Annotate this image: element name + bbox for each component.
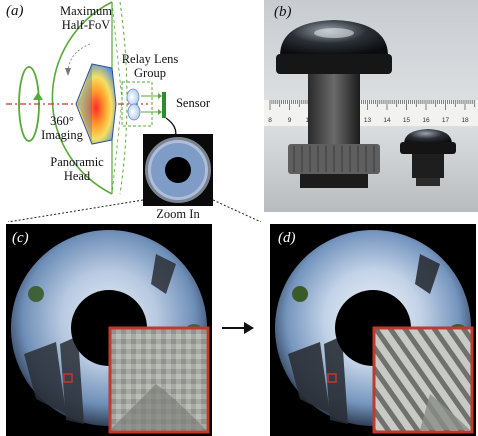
ruler-number: 8 xyxy=(268,117,272,124)
ruler-number: 16 xyxy=(422,117,430,124)
panel-a-label: (a) xyxy=(6,3,24,19)
panoramic-head-outline xyxy=(51,1,113,195)
imaging-label: 360° Imaging xyxy=(41,114,83,142)
arrow-c-to-d xyxy=(222,322,254,334)
panel-b-label: (b) xyxy=(274,4,292,20)
panoramic-head-label: Panoramic Head xyxy=(50,155,104,183)
panel-c-label: (c) xyxy=(12,230,29,246)
ruler-number: 13 xyxy=(364,117,372,124)
small-lens-dome xyxy=(404,129,452,144)
relay-lens-box xyxy=(121,81,153,127)
ruler-number: 9 xyxy=(288,117,292,124)
roi-marker xyxy=(63,373,73,383)
roi-marker xyxy=(327,373,337,383)
ruler-number: 14 xyxy=(383,117,391,124)
ruler-number: 17 xyxy=(442,117,450,124)
panel-a-schematic: (a) Maximum Half-FoV Relay Lens Group Se… xyxy=(0,0,262,222)
lens-photo: 89101112131415161718 xyxy=(264,0,478,212)
sensor-bar xyxy=(162,92,166,118)
sensor-label: Sensor xyxy=(175,96,211,110)
ruler-number: 15 xyxy=(403,117,411,124)
relay-lens-group-label: Relay Lens Group xyxy=(121,52,179,80)
fisheye-image-c xyxy=(11,230,210,434)
zoom-in-label: Zoom In xyxy=(156,207,200,221)
ruler-number: 18 xyxy=(461,117,469,124)
panel-b-photo: 89101112131415161718 (b) xyxy=(264,0,478,212)
zoom-inset-d xyxy=(372,326,474,434)
panoramic-lens-element xyxy=(75,63,117,145)
max-half-fov-label: Maximum Half-FoV xyxy=(59,4,113,32)
panel-d-fisheye-restored: (d) xyxy=(270,224,476,436)
panel-c-fisheye-raw: (c) xyxy=(6,224,212,436)
fisheye-image-d xyxy=(275,230,474,434)
optical-schematic xyxy=(6,1,262,222)
ruler xyxy=(264,100,478,126)
panel-d-label: (d) xyxy=(278,230,296,246)
